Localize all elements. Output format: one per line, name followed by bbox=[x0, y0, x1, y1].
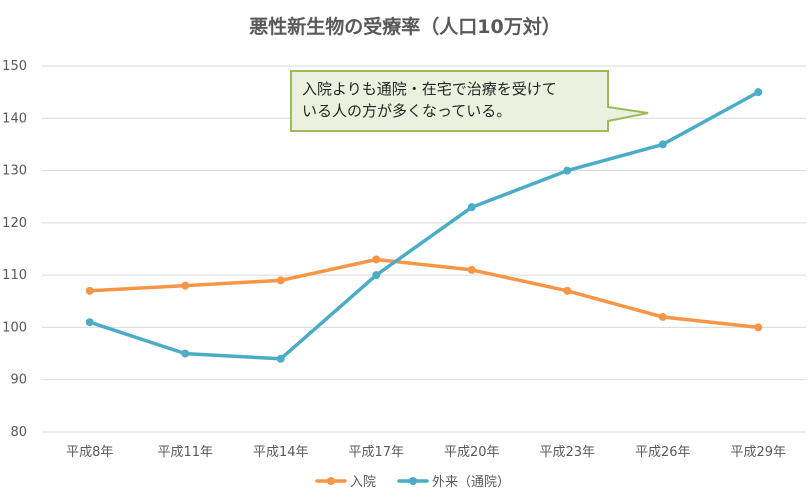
legend: 入院 外来（通院） bbox=[315, 475, 510, 490]
series-lines bbox=[85, 88, 763, 363]
legend-swatch-marker bbox=[409, 477, 417, 485]
series-line-1 bbox=[88, 90, 761, 361]
y-axis-ticks: 80 90 100 110 120 130 140 150 bbox=[2, 59, 27, 440]
chart-title: 悪性新生物の受療率（人口10万対） bbox=[249, 15, 560, 38]
data-point bbox=[754, 323, 763, 332]
data-point bbox=[372, 255, 381, 264]
legend-label: 入院 bbox=[350, 475, 376, 490]
data-point bbox=[181, 281, 190, 290]
data-point bbox=[754, 88, 763, 97]
callout-text-line: 入院よりも通院・在宅で治療を受けて bbox=[302, 80, 557, 98]
x-tick-label: 平成23年 bbox=[539, 445, 595, 460]
y-tick-label: 90 bbox=[10, 373, 27, 388]
y-tick-label: 150 bbox=[2, 59, 27, 74]
x-tick-label: 平成14年 bbox=[253, 445, 309, 460]
series-line-0 bbox=[88, 257, 761, 330]
data-point bbox=[658, 140, 667, 149]
data-point bbox=[181, 349, 190, 358]
data-point bbox=[658, 312, 667, 321]
data-point bbox=[563, 166, 572, 175]
legend-swatch-marker bbox=[327, 477, 335, 485]
data-point bbox=[467, 265, 476, 274]
x-tick-label: 平成8年 bbox=[66, 445, 113, 460]
data-point bbox=[276, 276, 285, 285]
callout-text-line: いる人の方が多くなっている。 bbox=[302, 102, 511, 120]
x-tick-label: 平成17年 bbox=[348, 445, 404, 460]
gridlines bbox=[42, 65, 806, 433]
data-point bbox=[563, 286, 572, 295]
data-point bbox=[372, 271, 381, 280]
x-tick-label: 平成11年 bbox=[157, 445, 213, 460]
y-tick-label: 100 bbox=[2, 320, 27, 335]
data-point bbox=[467, 203, 476, 212]
y-tick-label: 110 bbox=[2, 268, 27, 283]
x-tick-label: 平成20年 bbox=[444, 445, 500, 460]
y-tick-label: 130 bbox=[2, 164, 27, 179]
x-tick-label: 平成26年 bbox=[635, 445, 691, 460]
legend-label: 外来（通院） bbox=[432, 475, 510, 490]
y-tick-label: 80 bbox=[10, 425, 27, 440]
x-axis-ticks: 平成8年 平成11年 平成14年 平成17年 平成20年 平成23年 平成26年 平成29年 bbox=[66, 445, 786, 460]
y-tick-label: 140 bbox=[2, 111, 27, 126]
y-tick-label: 120 bbox=[2, 216, 27, 231]
data-point bbox=[276, 354, 285, 363]
x-tick-label: 平成29年 bbox=[730, 445, 786, 460]
data-point bbox=[85, 286, 94, 295]
data-point bbox=[85, 318, 94, 327]
callout-box bbox=[290, 70, 649, 132]
